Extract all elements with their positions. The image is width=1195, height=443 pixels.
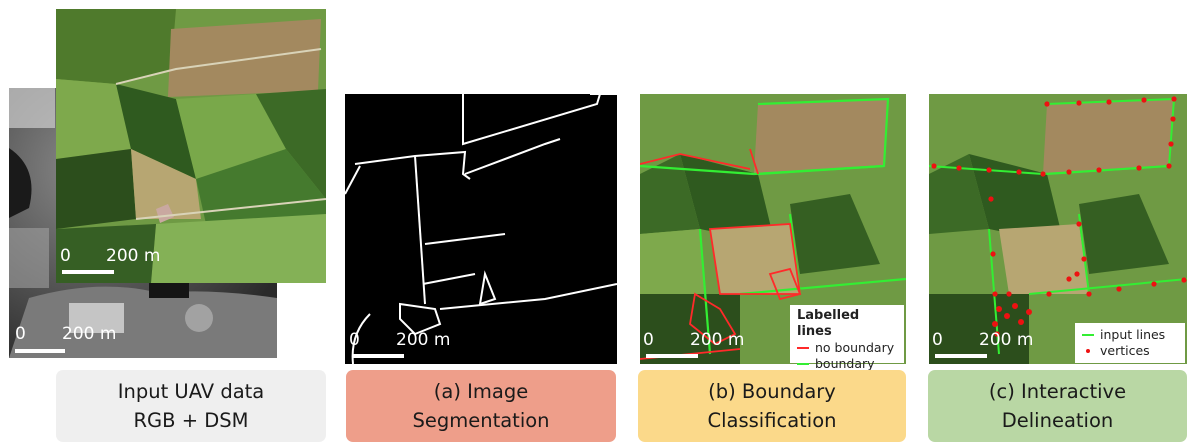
green-line-swatch bbox=[797, 363, 809, 365]
cls-scale-label: 200 m bbox=[690, 330, 745, 350]
rgb-scale-bar bbox=[62, 270, 114, 274]
dsm-scale-label: 200 m bbox=[62, 324, 117, 344]
dsm-scale-zero: 0 bbox=[15, 324, 26, 344]
stage-input-line1: Input UAV data bbox=[117, 380, 265, 403]
legend-label-vertices: vertices bbox=[1100, 343, 1150, 358]
stage-segmentation: (a) Image Segmentation bbox=[346, 370, 616, 442]
stage-input-line2: RGB + DSM bbox=[133, 409, 249, 432]
red-dot-swatch bbox=[1086, 349, 1090, 353]
legend-labelled-lines: Labelled lines no boundary boundary bbox=[790, 305, 904, 371]
legend-item-vertices: vertices bbox=[1082, 343, 1178, 359]
stage-segmentation-line1: (a) Image bbox=[433, 380, 529, 403]
stage-segmentation-line2: Segmentation bbox=[412, 409, 550, 432]
del-scale-zero: 0 bbox=[932, 330, 943, 350]
rgb-image bbox=[56, 9, 326, 283]
stage-classification: (b) Boundary Classification bbox=[638, 370, 906, 442]
stage-delineation-line2: Delineation bbox=[1001, 409, 1114, 432]
stage-delineation: (c) Interactive Delineation bbox=[928, 370, 1187, 442]
dsm-scale-bar bbox=[15, 349, 65, 353]
cls-scale-zero: 0 bbox=[643, 330, 654, 350]
green-line-swatch bbox=[1082, 334, 1094, 336]
cls-scale-bar bbox=[646, 354, 698, 358]
rgb-scale-zero: 0 bbox=[60, 246, 71, 266]
seg-scale-zero: 0 bbox=[349, 330, 360, 350]
legend-delineation: input lines vertices bbox=[1075, 323, 1185, 363]
legend-item-no-boundary: no boundary bbox=[797, 340, 897, 356]
legend-label-input-lines: input lines bbox=[1100, 327, 1166, 342]
stage-input: Input UAV data RGB + DSM bbox=[56, 370, 326, 442]
stage-classification-line1: (b) Boundary bbox=[708, 380, 836, 403]
seg-scale-label: 200 m bbox=[396, 330, 451, 350]
legend-item-boundary: boundary bbox=[797, 356, 897, 372]
stage-delineation-line1: (c) Interactive bbox=[988, 380, 1127, 403]
legend-title: Labelled lines bbox=[797, 308, 860, 339]
rgb-scale-label: 200 m bbox=[106, 246, 161, 266]
delineation-image bbox=[929, 94, 1187, 364]
segmentation-image bbox=[345, 94, 617, 364]
del-scale-label: 200 m bbox=[979, 330, 1034, 350]
stage-classification-line2: Classification bbox=[707, 409, 837, 432]
legend-label-no-boundary: no boundary bbox=[815, 340, 895, 355]
legend-item-input-lines: input lines bbox=[1082, 327, 1178, 343]
seg-scale-bar bbox=[352, 354, 404, 358]
del-scale-bar bbox=[935, 354, 987, 358]
red-line-swatch bbox=[797, 347, 809, 349]
legend-label-boundary: boundary bbox=[815, 356, 875, 371]
